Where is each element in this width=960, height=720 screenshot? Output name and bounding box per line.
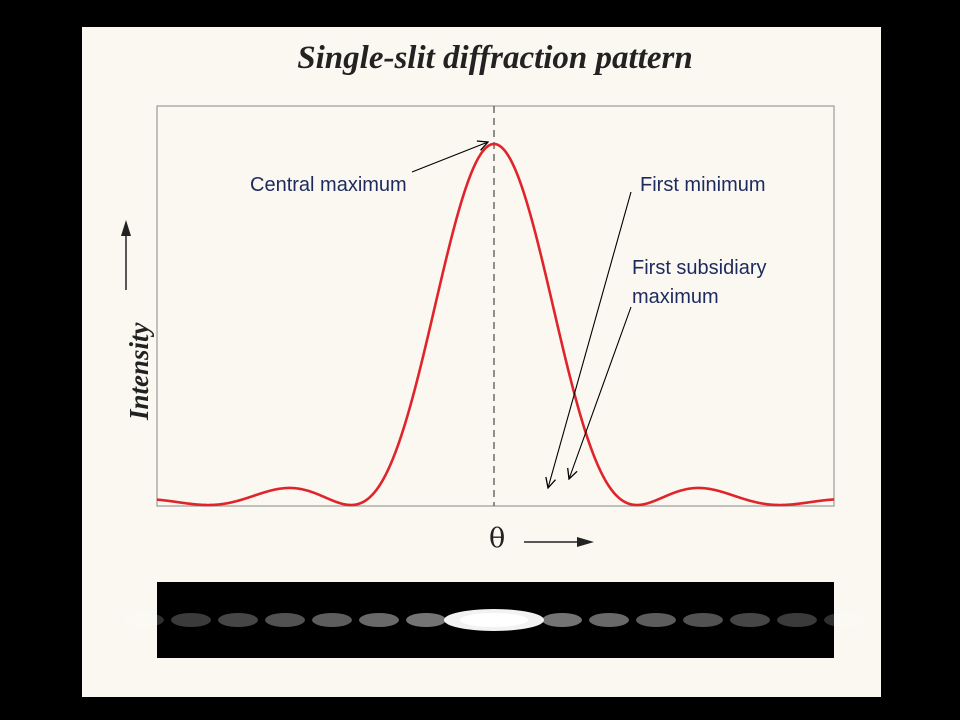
- first-subsidiary-maximum-label: First subsidiary maximum: [632, 254, 766, 312]
- first-minimum-label: First minimum: [640, 174, 766, 196]
- y-axis-label: Intensity: [124, 322, 154, 420]
- annotation-arrow-icon: [411, 142, 488, 173]
- figure-title: Single-slit diffraction pattern: [297, 40, 693, 76]
- annotation-arrow-icon: [569, 306, 632, 479]
- subsidiary-label-line2: maximum: [632, 286, 719, 308]
- fringe-strip: [124, 582, 864, 658]
- plot-frame: [156, 105, 835, 507]
- fringe-band: [124, 613, 164, 627]
- x-axis-label: θ: [489, 523, 506, 554]
- subsidiary-label-line1: First subsidiary: [632, 257, 767, 279]
- y-axis-arrow-icon: [121, 220, 131, 290]
- annotation-arrow-icon: [548, 191, 632, 488]
- intensity-curve: [156, 142, 835, 507]
- central-maximum-label: Central maximum: [250, 174, 407, 196]
- x-axis-arrow-icon: [524, 537, 594, 547]
